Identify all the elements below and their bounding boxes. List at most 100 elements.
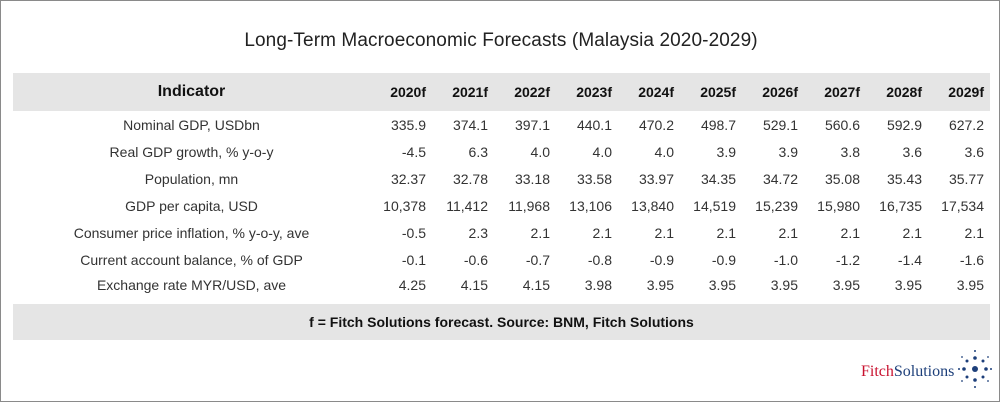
table-cell: 470.2 — [638, 116, 674, 133]
table-cell: -4.5 — [401, 143, 426, 160]
row-label: Nominal GDP, USDbn — [123, 116, 260, 133]
row-label: Population, mn — [144, 170, 239, 187]
header-year: 2029f — [948, 84, 984, 100]
table-header: Indicator 2020f 2021f 2022f 2023f 2024f 2025f 2… — [13, 73, 990, 111]
table-cell: 4.25 — [398, 276, 426, 293]
table-row: Current account balance, % of GDP -0.1 -0.… — [13, 246, 990, 273]
table-cell: -0.1 — [401, 251, 426, 268]
table-cell: 33.18 — [514, 170, 550, 187]
table-cell: 2.1 — [840, 224, 860, 241]
table-cell: 34.35 — [700, 170, 736, 187]
logo-solutions-text: Solutions — [893, 363, 955, 380]
table-cell: 35.77 — [948, 170, 984, 187]
table-cell: 560.6 — [824, 116, 860, 133]
table-cell: 3.6 — [964, 143, 984, 160]
table-row: Exchange rate MYR/USD, ave 4.25 4.15 4.15 3.… — [13, 273, 990, 300]
header-year: 2027f — [824, 84, 860, 100]
header-row: Indicator 2020f 2021f 2022f 2023f 2024f 2025f 2… — [13, 73, 990, 111]
table-cell: 3.9 — [716, 143, 736, 160]
logo-dots-icon — [958, 350, 992, 388]
table-cell: 33.97 — [638, 170, 674, 187]
table-cell: -1.4 — [897, 251, 922, 268]
page-title: Long-Term Macroeconomic Forecasts (Malay… — [244, 30, 758, 51]
table-cell: 4.15 — [460, 276, 488, 293]
table-cell: 2.1 — [530, 224, 550, 241]
table-cell: -0.9 — [711, 251, 736, 268]
header-year: 2023f — [576, 84, 612, 100]
table-cell: 2.1 — [902, 224, 922, 241]
table-cell: 4.0 — [654, 143, 674, 160]
table-footnote: f = Fitch Solutions forecast. Source: BN… — [13, 296, 990, 340]
table-cell: 3.6 — [902, 143, 922, 160]
table-cell: 2.1 — [654, 224, 674, 241]
table-cell: -0.6 — [463, 251, 488, 268]
table-cell: 3.95 — [832, 276, 860, 293]
table-cell: 4.0 — [592, 143, 612, 160]
table-cell: 10,378 — [383, 197, 426, 214]
table-cell: 498.7 — [700, 116, 736, 133]
table-cell: 2.1 — [592, 224, 612, 241]
table-cell: 17,534 — [941, 197, 984, 214]
table-cell: 2.3 — [468, 224, 488, 241]
table-cell: 3.95 — [956, 276, 984, 293]
table-cell: 3.9 — [778, 143, 798, 160]
logo-fitch-text: Fitch — [861, 363, 894, 380]
table-cell: -1.2 — [835, 251, 860, 268]
table-cell: 32.78 — [452, 170, 488, 187]
table-cell: 397.1 — [514, 116, 550, 133]
table-cell: 2.1 — [778, 224, 798, 241]
table-cell: 13,840 — [631, 197, 674, 214]
table-cell: 335.9 — [390, 116, 426, 133]
table-cell: -1.0 — [773, 251, 798, 268]
table-cell: 2.1 — [964, 224, 984, 241]
table-cell: 4.0 — [530, 143, 550, 160]
header-year: 2024f — [638, 84, 674, 100]
table-cell: 440.1 — [576, 116, 612, 133]
table-cell: 2.1 — [716, 224, 736, 241]
table-cell: 33.58 — [576, 170, 612, 187]
table-cell: 15,980 — [817, 197, 860, 214]
fitch-solutions-logo: FitchSolutions — [861, 349, 993, 389]
table-cell: -0.7 — [525, 251, 550, 268]
table-cell: 3.95 — [646, 276, 674, 293]
table-cell: 11,968 — [508, 197, 550, 214]
table-cell: 11,412 — [446, 197, 488, 214]
table-body: Nominal GDP, USDbn 335.9 374.1 397.1 440.1 47… — [13, 111, 990, 300]
table-cell: -0.5 — [401, 224, 426, 241]
table-cell: 3.8 — [840, 143, 860, 160]
header-indicator: Indicator — [157, 83, 226, 100]
table-cell: 592.9 — [886, 116, 922, 133]
row-label: Current account balance, % of GDP — [80, 251, 303, 268]
header-year: 2022f — [514, 84, 550, 100]
header-year: 2020f — [390, 84, 426, 100]
header-year: 2028f — [886, 84, 922, 100]
table-cell: 3.98 — [584, 276, 612, 293]
table-row: Real GDP growth, % y-o-y -4.5 6.3 4.0 4.0 4.0… — [13, 138, 990, 165]
table-cell: 14,519 — [693, 197, 736, 214]
table-cell: 3.95 — [894, 276, 922, 293]
table-cell: 627.2 — [948, 116, 984, 133]
table-cell: 374.1 — [452, 116, 488, 133]
table-cell: 32.37 — [390, 170, 426, 187]
header-year: 2021f — [452, 84, 488, 100]
table-row: Nominal GDP, USDbn 335.9 374.1 397.1 440.1 47… — [13, 111, 990, 138]
row-label: Consumer price inflation, % y-o-y, ave — [73, 224, 310, 241]
table-cell: 529.1 — [762, 116, 798, 133]
table-cell: 3.95 — [770, 276, 798, 293]
row-label: GDP per capita, USD — [125, 197, 258, 214]
table-row: Population, mn 32.37 32.78 33.18 33.58 33.97 3… — [13, 165, 990, 192]
table-cell: 35.43 — [886, 170, 922, 187]
table-cell: 16,735 — [879, 197, 922, 214]
row-label: Real GDP growth, % y-o-y — [109, 143, 274, 160]
table-cell: 34.72 — [762, 170, 798, 187]
table-cell: 3.95 — [708, 276, 736, 293]
table-cell: 35.08 — [824, 170, 860, 187]
forecast-table: Indicator 2020f 2021f 2022f 2023f 2024f 2025f 2… — [13, 73, 990, 340]
header-year: 2026f — [762, 84, 798, 100]
table-cell: -0.8 — [587, 251, 612, 268]
table-cell: 6.3 — [468, 143, 488, 160]
table-cell: 4.15 — [522, 276, 550, 293]
table-row: Consumer price inflation, % y-o-y, ave -0… — [13, 219, 990, 246]
row-label: Exchange rate MYR/USD, ave — [96, 276, 287, 293]
table-row: GDP per capita, USD 10,378 11,412 11,968 13,… — [13, 192, 990, 219]
